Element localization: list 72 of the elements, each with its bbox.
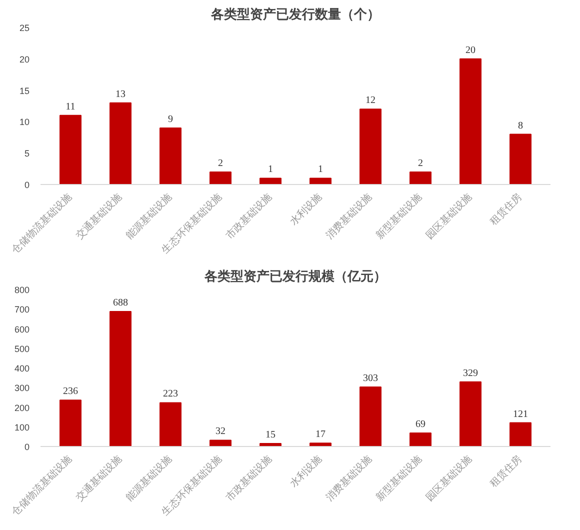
x-tick-label: 交通基础设施 — [73, 452, 124, 504]
y-tick-label: 200 — [14, 402, 30, 413]
data-label: 121 — [513, 408, 528, 420]
x-tick-label: 租赁住房 — [488, 452, 524, 490]
bar — [410, 171, 432, 184]
x-tick-label: 租赁住房 — [488, 190, 524, 228]
bar — [410, 432, 432, 446]
bar — [210, 171, 232, 184]
x-tick-label: 水利设施 — [288, 190, 324, 228]
y-tick-label: 400 — [14, 364, 30, 374]
y-tick-label: 500 — [14, 344, 30, 354]
data-label: 223 — [163, 388, 178, 400]
bar — [510, 422, 532, 446]
x-tick-label: 市政基础设施 — [223, 190, 274, 242]
data-label: 688 — [113, 297, 128, 308]
y-tick-label: 600 — [14, 324, 30, 334]
bar — [110, 102, 132, 184]
x-tick-label: 仓储物流基础设施 — [9, 190, 74, 256]
bar — [360, 386, 382, 446]
y-tick-label: 100 — [14, 422, 30, 432]
data-label: 12 — [366, 95, 376, 106]
data-label: 15 — [266, 430, 276, 441]
x-tick-label: 消费基础设施 — [323, 452, 374, 504]
data-label: 329 — [463, 368, 478, 379]
data-label: 11 — [66, 101, 76, 112]
bar — [110, 310, 132, 446]
data-label: 9 — [168, 114, 173, 125]
data-label: 13 — [116, 88, 126, 100]
chart-title: 各类型资产已发行数量（个） — [210, 6, 380, 22]
bar — [60, 114, 82, 184]
data-label: 20 — [466, 44, 476, 56]
data-label: 2 — [218, 158, 223, 169]
x-tick-label: 仓储物流基础设施 — [9, 452, 74, 518]
data-label: 1 — [318, 164, 323, 176]
data-label: 69 — [416, 418, 426, 430]
y-tick-label: 5 — [24, 148, 30, 159]
x-tick-label: 园区基础设施 — [423, 190, 474, 242]
y-tick-label: 700 — [14, 304, 30, 315]
bar — [160, 402, 182, 446]
x-tick-label: 交通基础设施 — [73, 190, 124, 242]
bar — [260, 178, 282, 184]
chart-title: 各类型资产已发行规模（亿元） — [204, 268, 386, 284]
data-label: 32 — [216, 426, 226, 438]
y-tick-label: 15 — [19, 86, 30, 96]
bar — [160, 127, 182, 184]
x-tick-label: 消费基础设施 — [323, 190, 374, 242]
bar — [510, 134, 532, 184]
bar — [310, 178, 332, 184]
x-tick-label: 新型基础设施 — [373, 190, 424, 242]
data-label: 1 — [268, 164, 273, 176]
y-tick-label: 300 — [14, 383, 30, 394]
bar — [60, 400, 82, 446]
x-tick-label: 水利设施 — [288, 452, 324, 490]
bar — [310, 442, 332, 446]
bar — [460, 381, 482, 446]
data-label: 2 — [418, 158, 423, 169]
bar — [360, 108, 382, 184]
data-label: 303 — [363, 373, 378, 384]
y-tick-label: 800 — [14, 285, 30, 295]
x-tick-label: 新型基础设施 — [373, 452, 424, 504]
data-label: 236 — [63, 386, 78, 398]
y-tick-label: 10 — [19, 117, 30, 128]
data-label: 8 — [518, 120, 523, 132]
data-label: 17 — [316, 429, 326, 440]
y-tick-label: 25 — [19, 23, 30, 33]
bar — [210, 440, 232, 446]
bar — [460, 58, 482, 184]
x-tick-label: 市政基础设施 — [223, 452, 274, 504]
y-tick-label: 0 — [24, 442, 30, 452]
x-tick-label: 园区基础设施 — [423, 452, 474, 504]
y-tick-label: 20 — [19, 54, 30, 64]
y-tick-label: 0 — [24, 180, 30, 190]
